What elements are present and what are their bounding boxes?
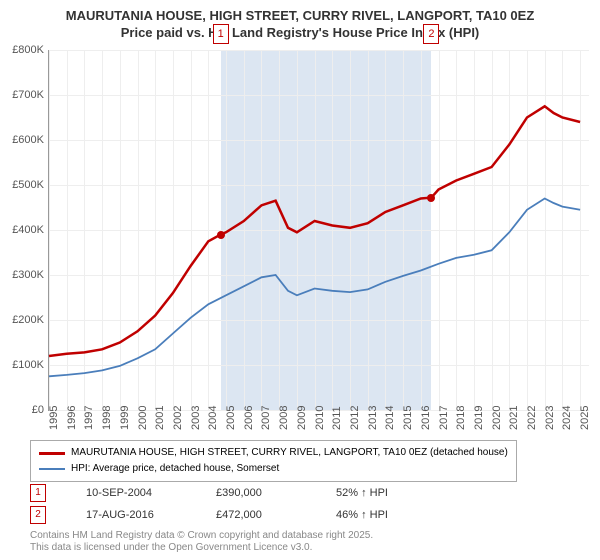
marker-label: 2 — [423, 24, 439, 44]
chart-container: MAURUTANIA HOUSE, HIGH STREET, CURRY RIV… — [0, 0, 600, 560]
ytick-label: £200K — [0, 314, 44, 326]
footer-line-2: This data is licensed under the Open Gov… — [30, 542, 373, 554]
xtick-label: 2020 — [491, 406, 503, 430]
ytick-label: £300K — [0, 269, 44, 281]
chart-area: 12 £0£100K£200K£300K£400K£500K£600K£700K… — [48, 50, 588, 410]
xtick-label: 1997 — [83, 406, 95, 430]
xtick-label: 2012 — [349, 406, 361, 430]
xtick-label: 1998 — [101, 406, 113, 430]
ytick-label: £700K — [0, 89, 44, 101]
attribution-footer: Contains HM Land Registry data © Crown c… — [30, 530, 373, 554]
xtick-label: 2013 — [367, 406, 379, 430]
legend-label: HPI: Average price, detached house, Some… — [71, 461, 279, 477]
transaction-delta: 52% ↑ HPI — [336, 487, 388, 499]
plot-area: 12 — [48, 50, 589, 411]
xtick-label: 2017 — [438, 406, 450, 430]
xtick-label: 1999 — [119, 406, 131, 430]
transaction-price: £472,000 — [216, 509, 296, 521]
line-layer — [49, 50, 589, 410]
xtick-label: 2006 — [243, 406, 255, 430]
xtick-label: 2023 — [544, 406, 556, 430]
transaction-row: 1 10-SEP-2004 £390,000 52% ↑ HPI — [30, 482, 388, 504]
xtick-label: 2016 — [420, 406, 432, 430]
ytick-label: £800K — [0, 44, 44, 56]
ytick-label: £500K — [0, 179, 44, 191]
xtick-label: 2008 — [278, 406, 290, 430]
xtick-label: 2015 — [402, 406, 414, 430]
xtick-label: 2003 — [190, 406, 202, 430]
xtick-label: 2025 — [579, 406, 591, 430]
legend-swatch — [39, 452, 65, 455]
series-price — [49, 106, 580, 356]
xtick-label: 2022 — [526, 406, 538, 430]
xtick-label: 1995 — [48, 406, 60, 430]
transaction-delta: 46% ↑ HPI — [336, 509, 388, 521]
transaction-price: £390,000 — [216, 487, 296, 499]
legend-item: MAURUTANIA HOUSE, HIGH STREET, CURRY RIV… — [39, 445, 508, 461]
transaction-date: 17-AUG-2016 — [86, 509, 176, 521]
ytick-label: £400K — [0, 224, 44, 236]
ytick-label: £0 — [0, 404, 44, 416]
xtick-label: 2002 — [172, 406, 184, 430]
xtick-label: 2019 — [473, 406, 485, 430]
xtick-label: 2024 — [561, 406, 573, 430]
ytick-label: £100K — [0, 359, 44, 371]
xtick-label: 2007 — [260, 406, 272, 430]
footer-line-1: Contains HM Land Registry data © Crown c… — [30, 530, 373, 542]
xtick-label: 2011 — [331, 406, 343, 430]
legend-swatch — [39, 468, 65, 470]
xtick-label: 2018 — [455, 406, 467, 430]
transaction-date: 10-SEP-2004 — [86, 487, 176, 499]
ytick-label: £600K — [0, 134, 44, 146]
marker-label: 1 — [213, 24, 229, 44]
xtick-label: 1996 — [66, 406, 78, 430]
xtick-label: 2004 — [207, 406, 219, 430]
title-line-1: MAURUTANIA HOUSE, HIGH STREET, CURRY RIV… — [0, 8, 600, 25]
title-line-2: Price paid vs. HM Land Registry's House … — [0, 25, 600, 42]
chart-title: MAURUTANIA HOUSE, HIGH STREET, CURRY RIV… — [0, 0, 600, 42]
transaction-index: 2 — [30, 506, 46, 524]
transaction-index: 1 — [30, 484, 46, 502]
xtick-label: 2000 — [137, 406, 149, 430]
legend-label: MAURUTANIA HOUSE, HIGH STREET, CURRY RIV… — [71, 445, 508, 461]
xtick-label: 2001 — [154, 406, 166, 430]
xtick-label: 2014 — [384, 406, 396, 430]
xtick-label: 2010 — [314, 406, 326, 430]
xtick-label: 2009 — [296, 406, 308, 430]
legend-item: HPI: Average price, detached house, Some… — [39, 461, 508, 477]
marker-dot — [427, 194, 435, 202]
legend: MAURUTANIA HOUSE, HIGH STREET, CURRY RIV… — [30, 440, 517, 482]
marker-dot — [217, 231, 225, 239]
series-hpi — [49, 199, 580, 377]
xtick-label: 2005 — [225, 406, 237, 430]
transaction-table: 1 10-SEP-2004 £390,000 52% ↑ HPI 2 17-AUG-201… — [30, 482, 388, 526]
transaction-row: 2 17-AUG-2016 £472,000 46% ↑ HPI — [30, 504, 388, 526]
xtick-label: 2021 — [508, 406, 520, 430]
